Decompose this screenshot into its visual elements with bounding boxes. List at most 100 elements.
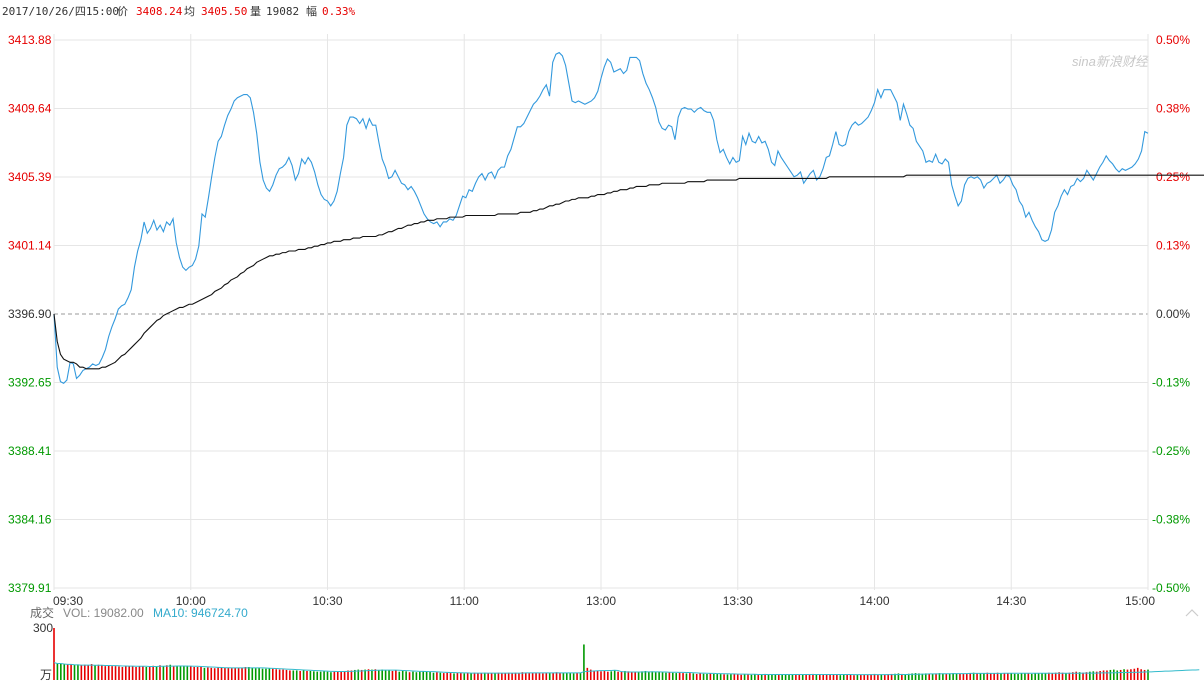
- volume-bar: [1078, 672, 1081, 680]
- volume-bar: [354, 669, 356, 680]
- y-tick-label-left: 3401.14: [8, 239, 52, 253]
- volume-bar: [367, 669, 370, 680]
- volume-bar: [521, 672, 524, 680]
- volume-bar: [244, 667, 247, 680]
- volume-bar: [863, 674, 866, 680]
- volume-bar: [289, 670, 291, 680]
- volume-bar: [914, 673, 917, 680]
- volume-bar: [1010, 673, 1013, 680]
- volume-bar: [637, 671, 640, 680]
- average-price-line: [53, 174, 1204, 370]
- volume-bar: [1061, 672, 1064, 680]
- volume-bar: [952, 673, 954, 680]
- volume-bar: [381, 669, 383, 680]
- x-tick-label: 11:00: [450, 594, 479, 608]
- volume-bar: [890, 673, 893, 680]
- volume-bar: [145, 667, 148, 680]
- volume-bar: [675, 673, 678, 680]
- header-change-label: 幅: [306, 5, 317, 18]
- volume-bar: [207, 667, 209, 680]
- volume-bar: [391, 670, 394, 680]
- volume-bar: [97, 664, 100, 680]
- volume-bar: [1126, 669, 1129, 680]
- volume-bar: [507, 672, 510, 680]
- volume-bar: [1034, 673, 1036, 680]
- volume-bar: [877, 674, 879, 680]
- volume-bar: [1140, 669, 1142, 680]
- volume-bar: [83, 664, 86, 680]
- volume-bar: [709, 673, 712, 680]
- volume-bar: [360, 669, 363, 680]
- volume-panel-header: 成交 VOL: 19082.00 MA10: 946724.70 300 万: [30, 605, 1199, 682]
- volume-bar: [781, 674, 783, 680]
- volume-bar: [695, 673, 698, 680]
- x-tick-label: 10:30: [312, 594, 342, 608]
- volume-axis-unit: 万: [40, 668, 52, 682]
- header-datetime: 2017/10/26/四15:00: [2, 5, 119, 18]
- volume-bar: [213, 668, 216, 680]
- quote-header: 2017/10/26/四15:00 价 3408.24 均 3405.50 量 …: [2, 5, 355, 18]
- volume-bar: [685, 673, 688, 680]
- volume-bar: [518, 673, 520, 680]
- volume-bar: [648, 671, 650, 680]
- header-change-value: 0.33%: [322, 5, 355, 18]
- volume-bar: [921, 673, 924, 680]
- volume-bar: [193, 667, 195, 680]
- x-tick-label: 13:30: [723, 594, 753, 608]
- volume-bar: [1089, 671, 1091, 680]
- volume-bar: [719, 674, 722, 680]
- volume-bar: [1116, 670, 1119, 680]
- volume-bar: [784, 674, 787, 680]
- volume-bar: [285, 669, 288, 680]
- volume-bar: [237, 667, 240, 680]
- volume-bar: [501, 673, 503, 680]
- volume-bar: [966, 673, 968, 680]
- volume-bar: [487, 673, 489, 680]
- header-avg-label: 均: [184, 5, 195, 18]
- volume-bar: [1102, 670, 1105, 680]
- y-tick-label-right: 0.25%: [1156, 170, 1190, 184]
- volume-bar: [73, 664, 76, 680]
- volume-bar: [808, 674, 811, 680]
- volume-bar: [1058, 672, 1060, 680]
- volume-bar: [555, 672, 558, 680]
- volume-bar: [357, 669, 360, 680]
- volume-bar: [316, 671, 319, 680]
- volume-bar: [1095, 671, 1098, 680]
- volume-bar: [849, 674, 852, 680]
- collapse-arrow-icon[interactable]: [1185, 609, 1199, 617]
- volume-bar: [740, 674, 742, 680]
- volume-bar: [993, 673, 995, 680]
- volume-bar: [1106, 670, 1108, 680]
- volume-bar: [976, 673, 978, 680]
- volume-bar: [350, 670, 353, 680]
- volume-bar: [706, 673, 708, 680]
- header-price-value: 3408.24: [136, 5, 183, 18]
- volume-bar: [200, 667, 202, 680]
- x-tick-label: 14:00: [859, 594, 889, 608]
- volume-bar: [1000, 673, 1002, 680]
- volume-bar: [883, 674, 886, 680]
- volume-bar: [747, 674, 749, 680]
- volume-bar: [432, 672, 435, 680]
- volume-bar: [483, 672, 486, 680]
- y-tick-label-right: 0.38%: [1156, 102, 1190, 116]
- volume-bar: [989, 673, 992, 680]
- volume-bar: [309, 670, 312, 680]
- volume-bar: [268, 668, 271, 680]
- volume-bar: [562, 673, 565, 680]
- volume-bar: [1068, 672, 1071, 680]
- y-tick-label-right: -0.13%: [1152, 376, 1190, 390]
- volume-bar: [1113, 669, 1115, 680]
- volume-bar: [948, 673, 951, 680]
- volume-bar: [815, 674, 818, 680]
- volume-bar: [610, 671, 613, 680]
- volume-bar: [726, 674, 729, 680]
- volume-bar: [665, 672, 667, 680]
- volume-bar: [699, 673, 701, 680]
- volume-bar: [1130, 669, 1132, 680]
- volume-bar: [210, 667, 213, 680]
- volume-bar: [750, 674, 753, 680]
- volume-bar: [1054, 672, 1057, 680]
- volume-bar: [169, 664, 172, 680]
